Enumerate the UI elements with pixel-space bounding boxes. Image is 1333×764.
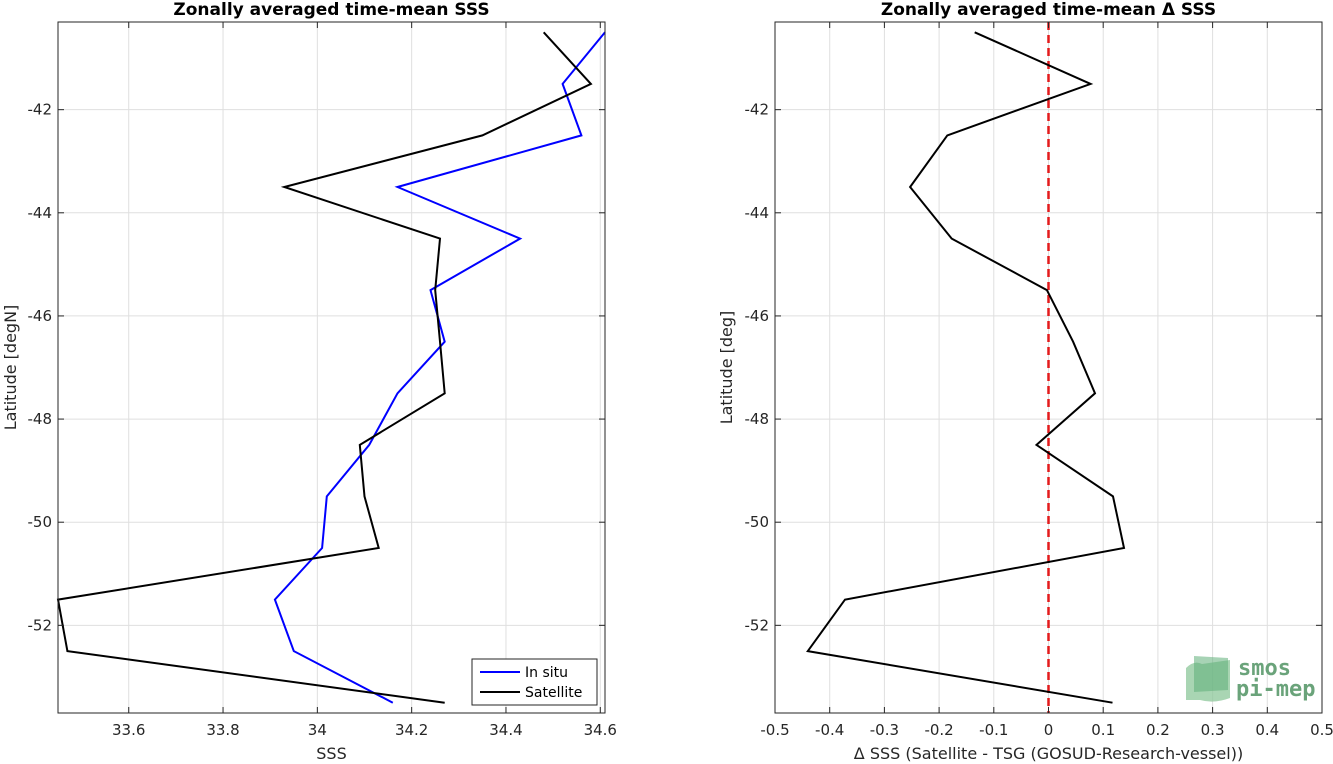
x-tick-label: -0.3 xyxy=(870,721,899,739)
right-chart-panel: -0.5 -0.4 -0.3 -0.2 -0.1 0 0.1 0.2 0.3 0.4 0.5 -52 -… xyxy=(717,0,1333,763)
chart-title: Zonally averaged time-mean SSS xyxy=(173,0,489,20)
y-tick-label: -48 xyxy=(28,410,53,428)
x-tick-label: 33.6 xyxy=(112,721,145,739)
x-tick-label: -0.1 xyxy=(979,721,1008,739)
x-tick-label: 0.3 xyxy=(1201,721,1225,739)
y-tick-label: -52 xyxy=(28,616,53,634)
y-tick-label: -46 xyxy=(745,307,770,325)
y-tick-label: -50 xyxy=(28,513,53,531)
legend-label: In situ xyxy=(525,665,568,681)
x-tick-label: 0.1 xyxy=(1091,721,1115,739)
y-tick-label: -44 xyxy=(28,204,53,222)
y-tick-label: -42 xyxy=(745,101,770,119)
y-tick-label: -50 xyxy=(745,513,770,531)
y-tick-label: -44 xyxy=(745,204,770,222)
series-line-satellite xyxy=(56,31,593,704)
chart-title: Zonally averaged time-mean Δ SSS xyxy=(881,0,1216,20)
logo-text-line1: smos xyxy=(1238,656,1291,681)
axes-box xyxy=(57,21,606,714)
x-tick-label: -0.5 xyxy=(760,721,789,739)
logo-text-line2: pi-mep xyxy=(1236,677,1315,702)
legend-label: Satellite xyxy=(525,685,582,701)
y-tick-label: -48 xyxy=(745,410,770,428)
smos-pi-mep-logo: smos pi-mep xyxy=(1186,656,1315,702)
x-tick-label: 34.2 xyxy=(395,721,428,739)
x-tick-label: 34.4 xyxy=(489,721,522,739)
x-tick-label: 34 xyxy=(308,721,327,739)
x-tick-label: 33.8 xyxy=(206,721,239,739)
x-tick-label: 0.5 xyxy=(1310,721,1333,739)
x-tick-label: -0.2 xyxy=(924,721,953,739)
x-tick-label: 34.6 xyxy=(584,721,617,739)
y-tick-label: -42 xyxy=(28,101,53,119)
x-tick-label: 0 xyxy=(1044,721,1054,739)
y-axis-label: Latitude [deg] xyxy=(717,311,736,425)
y-axis-label: Latitude [degN] xyxy=(1,305,20,431)
x-tick-label: -0.4 xyxy=(815,721,844,739)
y-tick-label: -52 xyxy=(745,616,770,634)
logo-wave-graphic-back xyxy=(1194,656,1228,692)
left-chart-panel: 33.6 33.8 34 34.2 34.4 34.6 -52 -50 -48 -46 -44 -42… xyxy=(1,0,617,763)
legend-box xyxy=(471,658,598,706)
x-axis-label: SSS xyxy=(316,744,346,763)
y-tick-label: -46 xyxy=(28,307,53,325)
series-line-delta-sss xyxy=(806,31,1126,704)
x-axis-label: Δ SSS (Satellite - TSG (GOSUD-Research-v… xyxy=(854,744,1243,763)
x-tick-label: 0.2 xyxy=(1146,721,1170,739)
plot-area xyxy=(58,22,605,713)
series-line-in-situ xyxy=(273,31,606,704)
x-tick-label: 0.4 xyxy=(1255,721,1279,739)
